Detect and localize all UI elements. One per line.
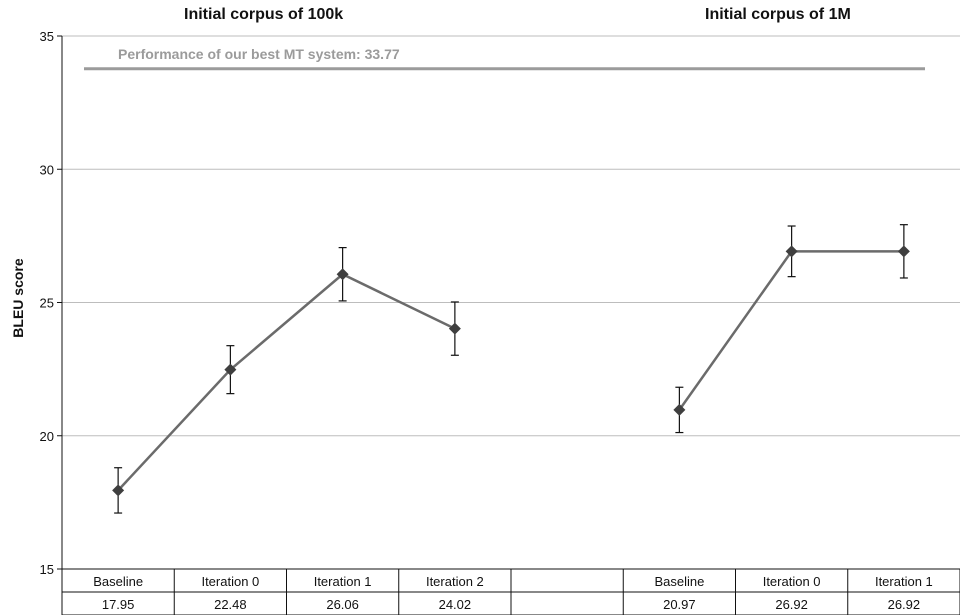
data-point-marker — [112, 484, 125, 497]
y-tick-label: 35 — [40, 29, 54, 44]
table-category-label: Baseline — [93, 574, 143, 589]
y-tick-label: 20 — [40, 429, 54, 444]
data-point-marker — [336, 268, 349, 281]
y-tick-label: 15 — [40, 562, 54, 577]
chart-title-left: Initial corpus of 100k — [184, 6, 344, 23]
data-point-marker — [224, 363, 237, 376]
table-category-label: Iteration 1 — [875, 574, 933, 589]
table-value-label: 17.95 — [102, 597, 135, 612]
table-value-label: 22.48 — [214, 597, 247, 612]
data-point-marker — [448, 322, 461, 335]
table-category-label: Iteration 1 — [314, 574, 372, 589]
benchmark-label: Performance of our best MT system: 33.77 — [118, 46, 400, 62]
table-value-label: 24.02 — [439, 597, 472, 612]
table-category-label: Iteration 0 — [763, 574, 821, 589]
table-category-label: Baseline — [654, 574, 704, 589]
data-point-marker — [673, 403, 686, 416]
data-point-marker — [897, 245, 910, 258]
y-tick-label: 30 — [40, 162, 54, 177]
chart-title-right: Initial corpus of 1M — [705, 6, 851, 23]
series-line — [117, 272, 456, 492]
table-value-label: 26.92 — [888, 597, 921, 612]
table-category-label: Iteration 2 — [426, 574, 484, 589]
table-value-label: 26.06 — [326, 597, 359, 612]
table-value-label: 20.97 — [663, 597, 696, 612]
table-value-label: 26.92 — [775, 597, 808, 612]
y-tick-label: 25 — [40, 296, 54, 311]
data-point-marker — [785, 245, 798, 258]
table-category-label: Iteration 0 — [201, 574, 259, 589]
